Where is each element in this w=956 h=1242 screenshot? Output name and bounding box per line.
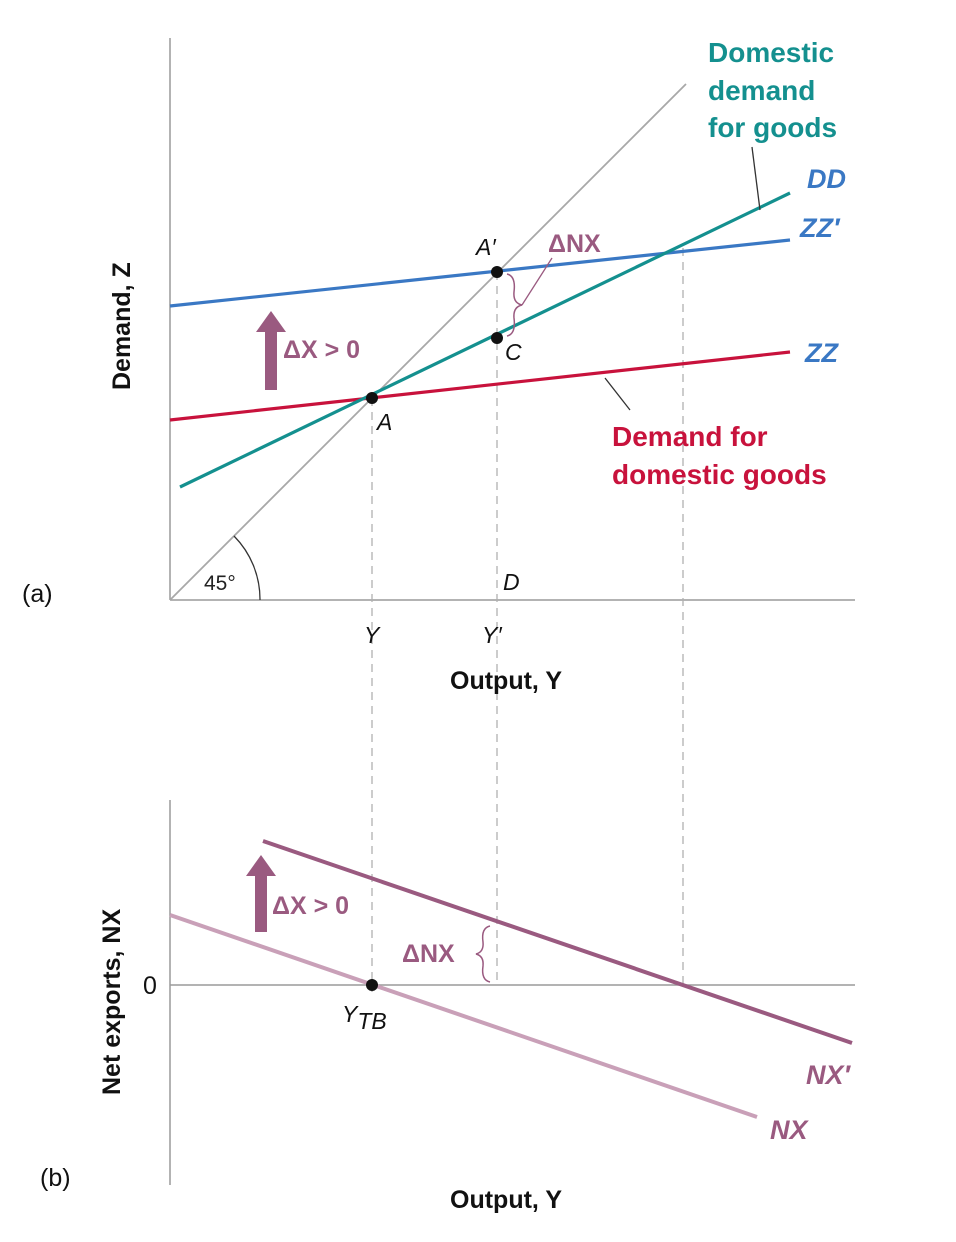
zz-desc-leader [604, 377, 631, 411]
delta-x-arrow-b [246, 855, 276, 932]
nx-label: NX [770, 1115, 809, 1145]
dd-desc-line1: Domestic [708, 37, 834, 68]
dd-desc-line2: demand [708, 75, 815, 106]
panel-a: 45° A A′ C D ΔNX ΔX > 0 Domestic demand … [22, 37, 855, 992]
line-45-degree [169, 83, 687, 601]
point-a-prime-marker [491, 266, 503, 278]
x-tick-y-prime: Y′ [482, 622, 502, 648]
nx-prime-label: NX′ [806, 1060, 852, 1090]
delta-nx-label-b: ΔNX [402, 940, 455, 968]
point-c-marker [491, 332, 503, 344]
delta-nx-leader-a [521, 257, 553, 306]
delta-nx-brace-b [475, 925, 491, 983]
series-zz [169, 350, 791, 422]
point-ytb-label: YTB [342, 1001, 387, 1034]
delta-x-label-b: ΔX > 0 [272, 892, 349, 920]
zz-desc-line1: Demand for [612, 421, 768, 452]
point-a-marker [366, 392, 378, 404]
panel-a-y-label: Demand, Z [108, 262, 136, 390]
delta-x-label-a: ΔX > 0 [283, 336, 360, 364]
dd-desc-line3: for goods [708, 112, 837, 143]
panel-b: 0 YTB ΔX > 0 ΔNX NX′ NX Output, Y Net ex… [40, 800, 855, 1214]
panel-a-x-label: Output, Y [450, 667, 562, 695]
point-d-label: D [503, 569, 520, 595]
delta-nx-label-a: ΔNX [548, 230, 601, 258]
series-nx-prime [262, 839, 853, 1045]
zz-desc-line2: domestic goods [612, 459, 827, 490]
dd-label: DD [807, 164, 846, 194]
point-a-label: A [375, 409, 392, 435]
zz-prime-label: ZZ′ [799, 213, 841, 243]
x-tick-y: Y [364, 622, 381, 648]
point-a-prime-label: A′ [474, 234, 496, 260]
delta-x-arrow-a [256, 311, 286, 390]
series-dd [179, 191, 791, 489]
panel-b-x-label: Output, Y [450, 1186, 562, 1214]
series-zz-prime [169, 238, 791, 308]
zz-label: ZZ [804, 338, 839, 368]
dd-desc-leader [751, 146, 761, 211]
panel-b-y-label: Net exports, NX [98, 909, 126, 1095]
panel-b-zero-tick: 0 [143, 972, 157, 1000]
angle-label: 45° [204, 572, 236, 595]
series-nx [169, 913, 758, 1119]
panel-b-tag: (b) [40, 1164, 71, 1192]
point-c-label: C [505, 339, 522, 365]
point-ytb-marker [366, 979, 378, 991]
angle-arc [233, 535, 261, 601]
panel-a-tag: (a) [22, 580, 53, 608]
